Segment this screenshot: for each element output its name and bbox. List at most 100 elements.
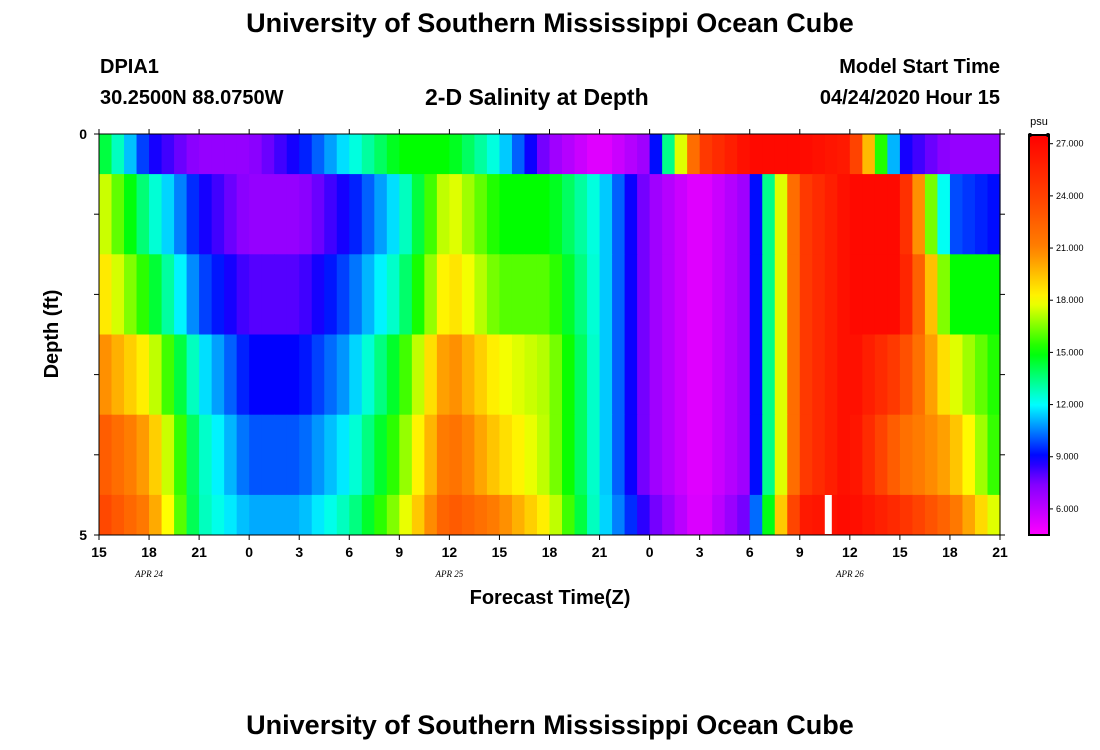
heatmap-cell: [862, 254, 876, 335]
heatmap-cell: [399, 414, 413, 496]
heatmap-cell: [286, 494, 300, 536]
heatmap-cell: [674, 414, 688, 496]
heatmap-cell: [849, 414, 863, 496]
heatmap-cell: [274, 334, 288, 416]
heatmap-cell: [787, 334, 801, 416]
heatmap-cell: [749, 334, 763, 416]
heatmap-cell: [511, 494, 526, 536]
heatmap-cell: [749, 494, 763, 536]
heatmap-cell: [862, 414, 876, 496]
heatmap-cell: [436, 134, 450, 175]
heatmap-cell: [787, 174, 801, 255]
heatmap-cell: [211, 254, 225, 335]
missing-data-marker: [824, 495, 832, 534]
heatmap-cell: [99, 254, 113, 335]
heatmap-cell: [261, 334, 275, 416]
heatmap-cell: [662, 494, 676, 536]
heatmap-cell: [424, 254, 438, 335]
heatmap-cell: [311, 174, 325, 255]
heatmap-cell: [824, 134, 838, 175]
heatmap-cell: [974, 494, 989, 536]
heatmap-cell: [724, 174, 738, 255]
heatmap-cell: [136, 494, 150, 536]
heatmap-cell: [224, 134, 238, 175]
heatmap-cell: [724, 494, 738, 536]
heatmap-cell: [249, 414, 263, 496]
x-axis-label: Forecast Time(Z): [470, 587, 631, 609]
heatmap-cell: [637, 334, 651, 416]
heatmap-cell: [874, 254, 888, 335]
heatmap-cell: [949, 494, 964, 536]
heatmap-cell: [224, 414, 238, 496]
heatmap-cell: [774, 334, 788, 416]
heatmap-cell: [562, 174, 576, 255]
heatmap-cell: [174, 414, 188, 496]
x-tick-label: 0: [245, 544, 253, 560]
heatmap-cell: [174, 174, 188, 255]
heatmap-cell: [587, 334, 601, 416]
heatmap-cell: [474, 134, 488, 175]
heatmap-cell: [587, 414, 601, 496]
heatmap-cell: [899, 494, 913, 536]
heatmap-cell: [624, 254, 638, 335]
heatmap-cell: [949, 134, 964, 175]
heatmap-cell: [324, 174, 338, 255]
heatmap-cell: [149, 414, 163, 496]
heatmap-cell: [912, 174, 926, 255]
colorbar-gradient: [1028, 134, 1050, 536]
heatmap-cell: [924, 254, 939, 335]
heatmap-cell: [687, 254, 701, 335]
heatmap-cell: [299, 414, 313, 496]
heatmap-cell: [311, 414, 325, 496]
heatmap-cell: [511, 334, 526, 416]
heatmap-cell: [236, 334, 250, 416]
heatmap-cell: [136, 134, 150, 175]
heatmap-cell: [737, 334, 751, 416]
heatmap-cell: [824, 414, 838, 496]
heatmap-cell: [874, 174, 888, 255]
heatmap-cell: [149, 494, 163, 536]
heatmap-cell: [536, 174, 551, 255]
x-tick-label: 21: [592, 544, 608, 560]
heatmap-cell: [336, 414, 350, 496]
heatmap-cell: [299, 134, 313, 175]
heatmap-cell: [987, 334, 1001, 416]
heatmap-cell: [737, 174, 751, 255]
heatmap-cell: [374, 334, 388, 416]
heatmap-cell: [249, 334, 263, 416]
heatmap-cell: [211, 334, 225, 416]
heatmap-cell: [461, 494, 476, 536]
colorbar-unit-label: psu: [1030, 116, 1048, 128]
heatmap-cell: [774, 254, 788, 335]
heatmap-cell: [749, 254, 763, 335]
heatmap-cell: [449, 334, 463, 416]
heatmap-cell: [336, 134, 350, 175]
heatmap-cell: [299, 174, 313, 255]
heatmap-cell: [812, 334, 826, 416]
heatmap-cell: [461, 174, 476, 255]
heatmap-cell: [649, 494, 663, 536]
heatmap-cell: [461, 334, 476, 416]
heatmap-cell: [399, 134, 413, 175]
heatmap-cell: [261, 254, 275, 335]
heatmap-cell: [899, 134, 913, 175]
heatmap-cell: [161, 174, 175, 255]
heatmap-cell: [299, 254, 313, 335]
heatmap-cell: [612, 254, 626, 335]
heatmap-cell: [99, 174, 113, 255]
heatmap-cell: [549, 174, 563, 255]
heatmap-cell: [874, 494, 888, 536]
heatmap-cell: [536, 334, 551, 416]
heatmap-cell: [524, 174, 538, 255]
heatmap-cell: [637, 254, 651, 335]
heatmap-cell: [824, 254, 838, 335]
heatmap-cell: [411, 494, 425, 536]
heatmap-cell: [724, 414, 738, 496]
heatmap-cell: [562, 334, 576, 416]
heatmap-cell: [949, 334, 964, 416]
heatmap-cell: [499, 494, 513, 536]
heatmap-cell: [887, 414, 901, 496]
heatmap-cell: [874, 414, 888, 496]
heatmap-cell: [599, 334, 613, 416]
heatmap-cell: [949, 254, 964, 335]
